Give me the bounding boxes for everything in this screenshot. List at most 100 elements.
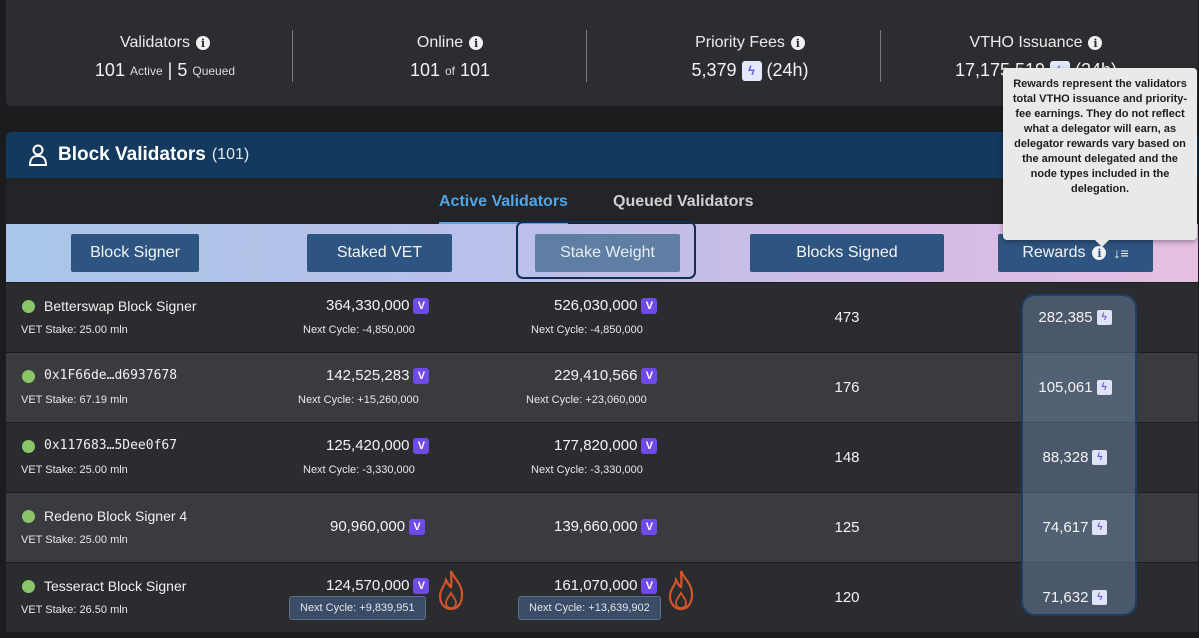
vtho-token-icon: ϟ [741, 60, 762, 81]
vet-token-icon: V [413, 437, 430, 454]
tabs-bar: Active Validators Queued Validators [6, 178, 1198, 225]
vet-token-icon: V [641, 518, 658, 535]
stake-weight-amount: 177,820,000 V [554, 437, 658, 454]
vet-token-icon: V [641, 577, 658, 594]
stake-weight-amount: 229,410,566 V [554, 367, 658, 384]
table-row[interactable]: 0x117683…5Dee0f67 VET Stake: 25.00 mln 1… [6, 423, 1198, 493]
blocks-signed: 176 [834, 379, 860, 396]
stake-weight-amount: 526,030,000 V [554, 297, 658, 314]
stat-validators: Validators i 101 Active | 5 Queued [20, 34, 310, 81]
online-count: 101 [409, 60, 440, 80]
online-status-dot [22, 510, 35, 523]
table-row[interactable]: Tesseract Block Signer VET Stake: 26.50 … [6, 563, 1198, 633]
tab-queued-validators[interactable]: Queued Validators [613, 193, 754, 210]
online-total: 101 [460, 60, 491, 80]
panel-count: (101) [211, 146, 250, 163]
selected-column-frame [516, 221, 696, 279]
vet-token-icon: V [413, 367, 430, 384]
staked-vet-value: 90,960,000 [330, 518, 406, 535]
validators-active-label: Active [129, 63, 163, 78]
validator-name[interactable]: Redeno Block Signer 4 [44, 508, 188, 524]
column-blocks-signed-label: Blocks Signed [796, 244, 898, 261]
rewards-tooltip-text: Rewards represent the validators total V… [1012, 78, 1188, 195]
column-rewards-label: Rewards [1022, 244, 1086, 261]
online-status-dot [22, 440, 35, 453]
validators-queued-count: 5 [177, 60, 188, 80]
reward-amount: 105,061 ϟ [1020, 379, 1130, 396]
weight-next-cycle: Next Cycle: -3,330,000 [531, 464, 643, 476]
table-row[interactable]: 0x1F66de…d6937678 VET Stake: 67.19 mln 1… [6, 353, 1198, 423]
weight-next-cycle: Next Cycle: +13,639,902 [518, 596, 661, 620]
tab-active-validators[interactable]: Active Validators [439, 193, 568, 225]
vet-token-icon: V [413, 297, 430, 314]
table-row[interactable]: Betterswap Block Signer VET Stake: 25.00… [6, 283, 1198, 353]
staked-vet-amount: 142,525,283 V [326, 367, 430, 384]
vtho-token-icon: ϟ [1096, 310, 1112, 325]
stake-weight-value: 177,820,000 [554, 437, 638, 454]
staked-vet-value: 364,330,000 [326, 297, 410, 314]
validator-name[interactable]: 0x1F66de…d6937678 [44, 368, 178, 383]
stake-weight-value: 526,030,000 [554, 297, 638, 314]
vtho-token-icon: ϟ [1096, 380, 1112, 395]
vet-token-icon: V [413, 577, 430, 594]
stat-priority-fees: Priority Fees i 5,379 ϟ (24h) [605, 34, 895, 81]
stat-vtho-issuance-label: VTHO Issuance [969, 34, 1083, 51]
person-icon [28, 144, 48, 166]
reward-value: 71,632 [1042, 589, 1089, 606]
validator-name[interactable]: Tesseract Block Signer [44, 578, 187, 594]
blocks-signed: 473 [834, 309, 860, 326]
staked-vet-value: 124,570,000 [326, 577, 410, 594]
vet-token-icon: V [641, 367, 658, 384]
staked-vet-amount: 124,570,000 V [326, 577, 430, 594]
vtho-token-icon: ϟ [1092, 590, 1108, 605]
blocks-signed: 148 [834, 449, 860, 466]
staked-vet-amount: 125,420,000 V [326, 437, 430, 454]
column-rewards[interactable]: Rewards i ↓≡ [998, 234, 1153, 272]
staked-vet-amount: 364,330,000 V [326, 297, 430, 314]
vet-token-icon: V [641, 297, 658, 314]
reward-amount: 282,385 ϟ [1020, 309, 1130, 326]
info-icon[interactable]: i [1092, 246, 1107, 260]
vet-token-icon: V [641, 437, 658, 454]
column-header-band: Block Signer Staked VET Stake Weight Blo… [6, 221, 1198, 282]
table-row[interactable]: Redeno Block Signer 4 VET Stake: 25.00 m… [6, 493, 1198, 563]
validators-queued-label: Queued [192, 63, 236, 78]
column-block-signer[interactable]: Block Signer [71, 234, 199, 272]
column-stake-weight[interactable]: Stake Weight [535, 234, 680, 272]
validator-vet-stake: VET Stake: 26.50 mln [21, 604, 128, 616]
info-icon[interactable]: i [195, 36, 210, 50]
vtho-token-icon: ϟ [1092, 520, 1108, 535]
info-icon[interactable]: i [469, 36, 484, 50]
online-status-dot [22, 580, 35, 593]
validators-active-count: 101 [94, 60, 125, 80]
reward-value: 74,617 [1042, 519, 1089, 536]
info-icon[interactable]: i [1088, 36, 1103, 50]
rewards-tooltip: Rewards represent the validators total V… [1003, 68, 1197, 247]
sort-descending-icon[interactable]: ↓≡ [1113, 245, 1129, 261]
stake-weight-amount: 161,070,000 V [554, 577, 658, 594]
stat-validators-label: Validators [120, 34, 190, 51]
divider [292, 30, 293, 82]
staked-next-cycle: Next Cycle: +15,260,000 [298, 394, 419, 406]
divider [880, 30, 881, 82]
blocks-signed: 125 [834, 519, 860, 536]
rewards-highlight [1021, 294, 1137, 616]
column-staked-vet[interactable]: Staked VET [307, 234, 452, 272]
staked-vet-amount: 90,960,000 V [330, 518, 426, 535]
staked-next-cycle: Next Cycle: -3,330,000 [303, 464, 415, 476]
stake-weight-value: 139,660,000 [554, 518, 638, 535]
column-staked-vet-label: Staked VET [336, 244, 423, 261]
reward-value: 105,061 [1038, 379, 1093, 396]
stats-bar: Validators i 101 Active | 5 Queued Online… [6, 0, 1198, 106]
info-icon[interactable]: i [790, 36, 805, 50]
online-of: of [444, 63, 455, 78]
stake-weight-value: 229,410,566 [554, 367, 638, 384]
validator-name[interactable]: 0x117683…5Dee0f67 [44, 438, 178, 453]
stat-online-label: Online [416, 34, 464, 51]
panel-title: Block Validators [58, 144, 206, 165]
staked-next-cycle: Next Cycle: +9,839,951 [289, 596, 426, 620]
column-blocks-signed[interactable]: Blocks Signed [750, 234, 944, 272]
fire-icon [668, 570, 694, 611]
reward-amount: 88,328 ϟ [1020, 449, 1130, 466]
validator-name[interactable]: Betterswap Block Signer [44, 298, 197, 314]
